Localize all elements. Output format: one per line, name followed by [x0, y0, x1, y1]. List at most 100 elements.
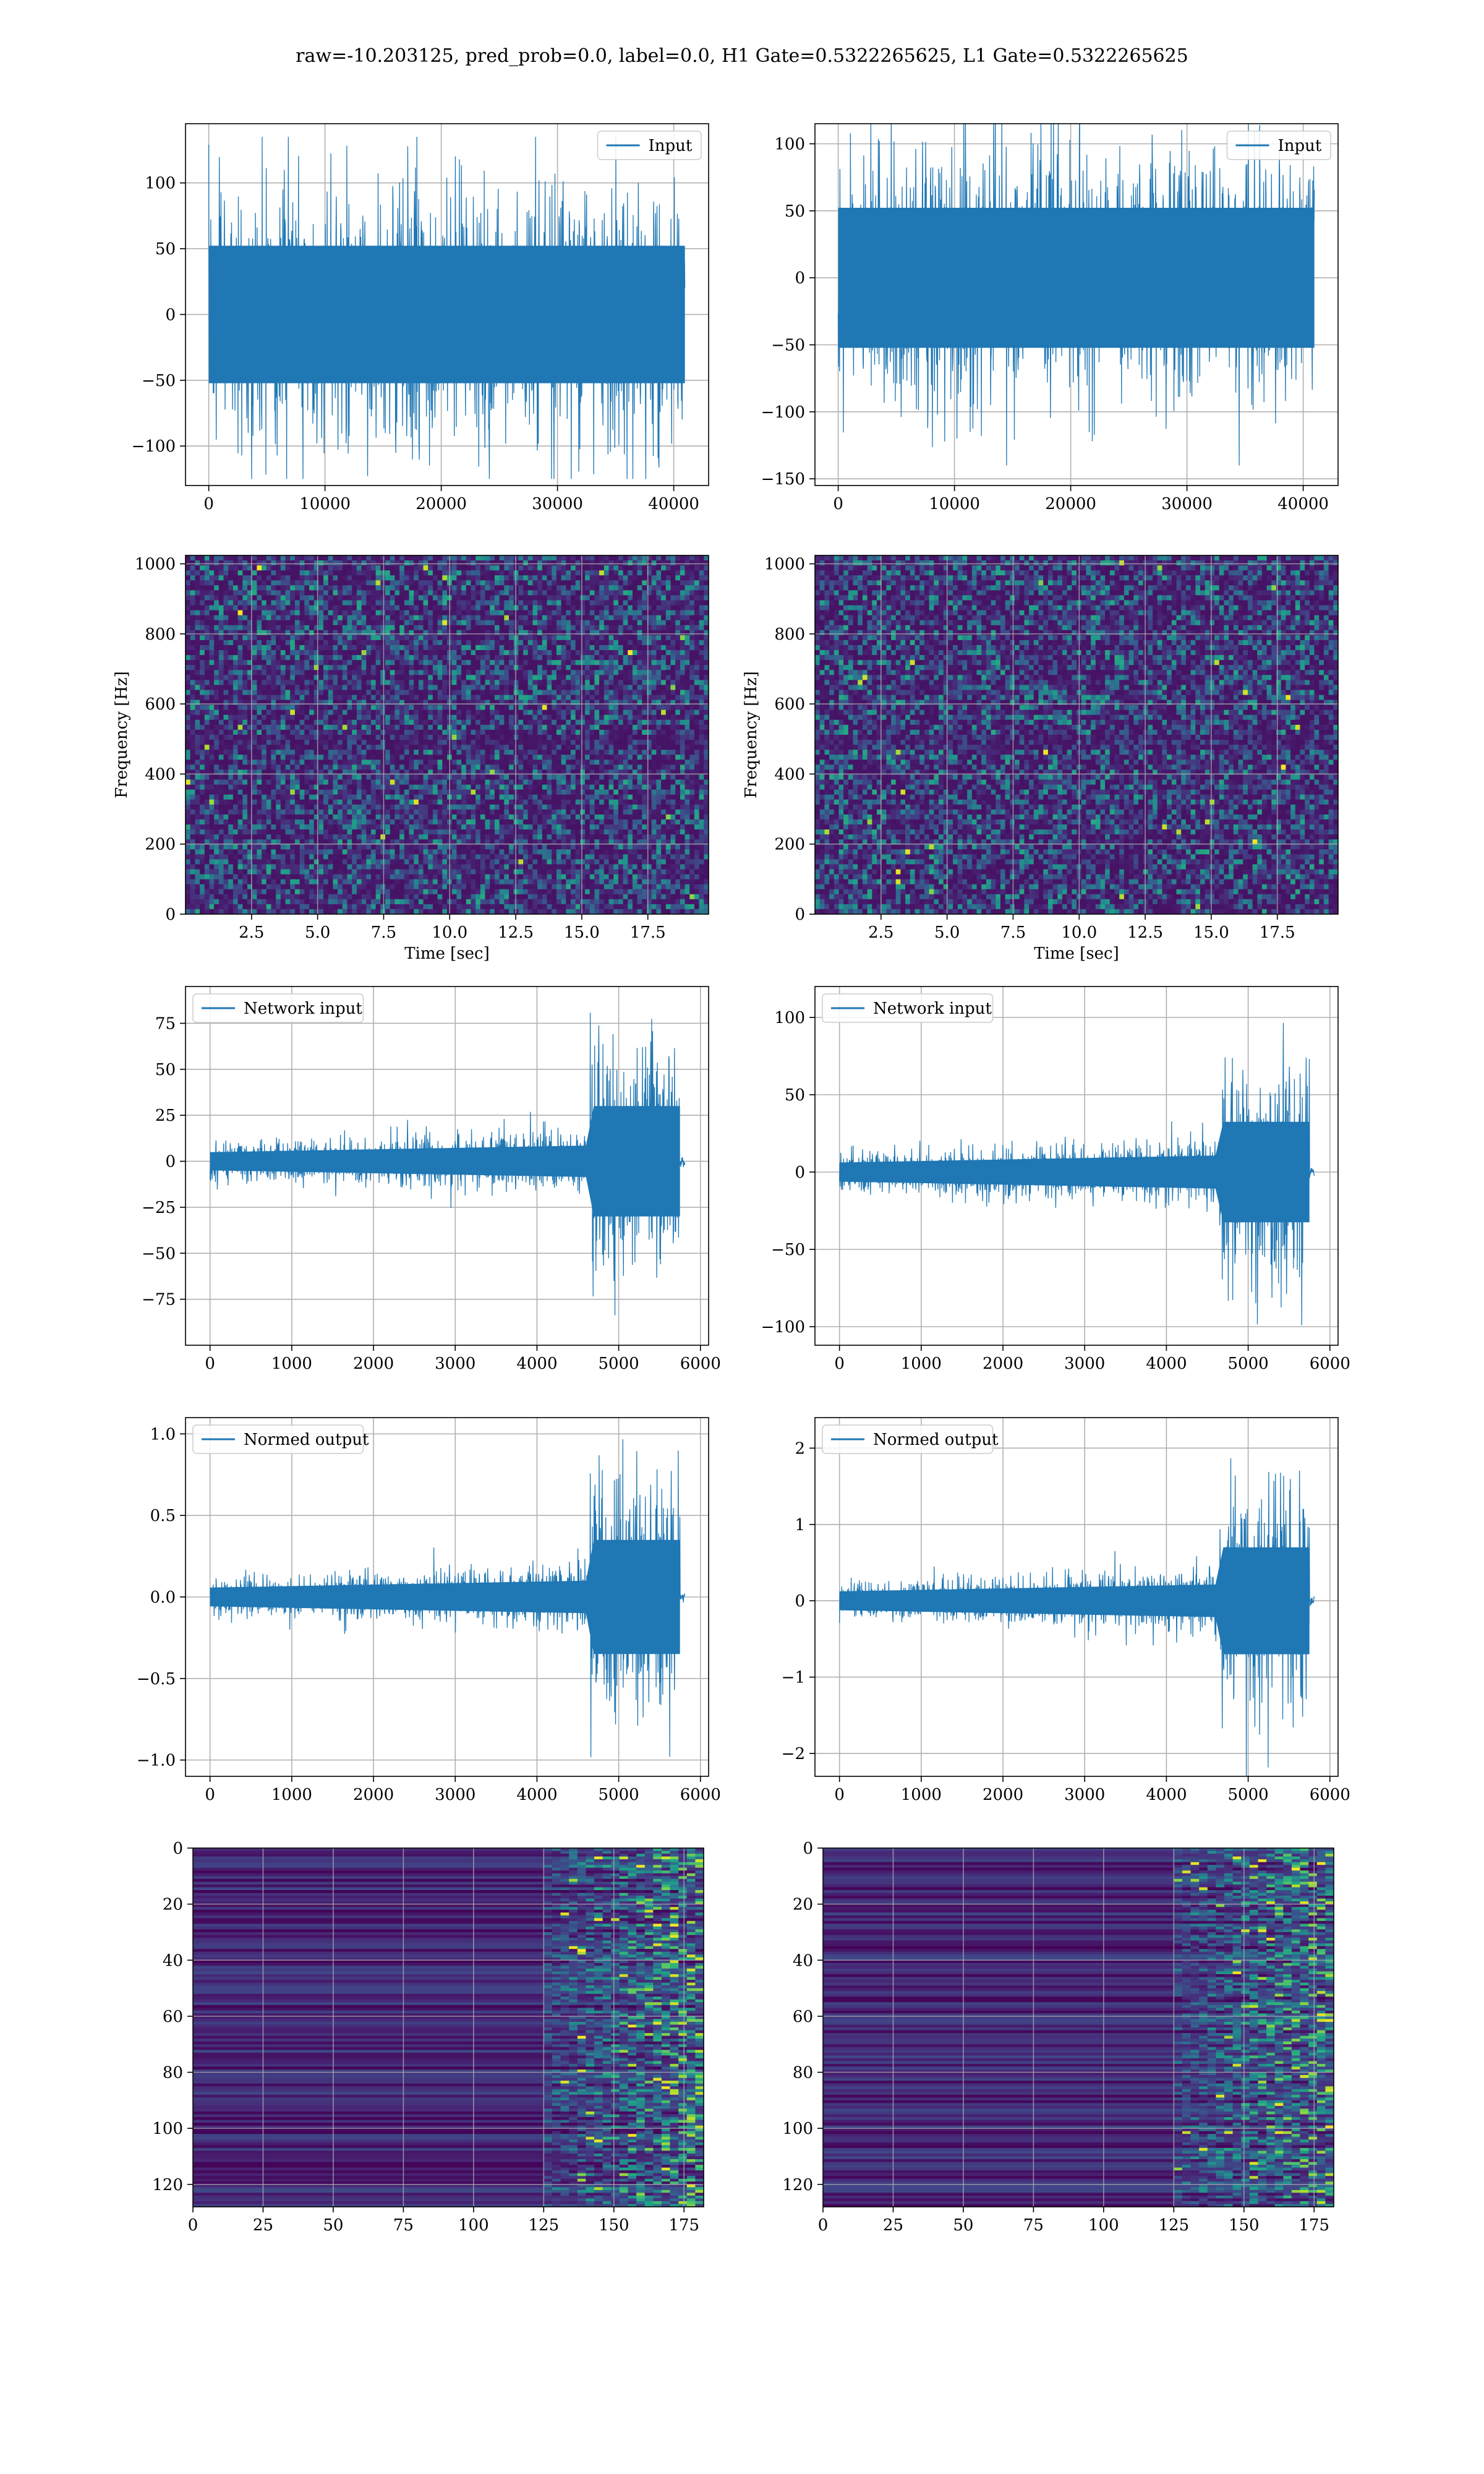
- heatmap-cell: [323, 704, 329, 711]
- heatmap-cell: [494, 635, 500, 641]
- heatmap-cell: [285, 729, 291, 735]
- heatmap-cell: [242, 745, 248, 750]
- heatmap-cell: [594, 630, 600, 636]
- heatmap-cell: [480, 570, 486, 576]
- heatmap-cell: [589, 760, 595, 765]
- heatmap-cell: [518, 774, 524, 781]
- heatmap-cell: [290, 769, 296, 776]
- heatmap-cell: [276, 600, 281, 606]
- heatmap-cell: [632, 675, 638, 680]
- heatmap-cell: [571, 735, 576, 740]
- heatmap-cell: [380, 565, 386, 571]
- heatmap-cell: [623, 735, 628, 740]
- heatmap-cell: [675, 704, 681, 711]
- heatmap-cell: [499, 655, 505, 661]
- heatmap-cell: [537, 590, 543, 596]
- heatmap-cell: [552, 560, 557, 566]
- heatmap-cell: [356, 560, 362, 566]
- heatmap-cell: [461, 625, 467, 631]
- heatmap-cell: [675, 740, 681, 745]
- heatmap-cell: [670, 615, 676, 621]
- heatmap-cell: [547, 590, 552, 596]
- heatmap-cell: [585, 580, 591, 586]
- heatmap-cell: [418, 660, 424, 666]
- heatmap-cell: [218, 655, 224, 661]
- heatmap-cell: [342, 685, 348, 691]
- heatmap-cell: [684, 645, 690, 651]
- heatmap-cell: [218, 555, 224, 561]
- heatmap-cell: [409, 774, 414, 781]
- heatmap-cell: [561, 555, 566, 561]
- heatmap-cell: [218, 610, 224, 616]
- heatmap-cell: [423, 565, 429, 571]
- heatmap-cell: [418, 704, 424, 711]
- heatmap-cell: [214, 685, 220, 691]
- heatmap-cell: [414, 729, 419, 735]
- heatmap-cell: [504, 745, 510, 750]
- heatmap-cell: [323, 695, 329, 701]
- heatmap-cell: [561, 580, 566, 586]
- heatmap-cell: [195, 595, 200, 601]
- heatmap-cell: [366, 645, 372, 651]
- heatmap-cell: [618, 595, 624, 601]
- heatmap-cell: [589, 719, 595, 726]
- heatmap-cell: [304, 560, 310, 566]
- heatmap-cell: [603, 760, 610, 765]
- heatmap-cell: [608, 660, 614, 666]
- heatmap-cell: [347, 625, 352, 631]
- heatmap-cell: [575, 560, 581, 566]
- heatmap-cell: [585, 750, 591, 755]
- heatmap-cell: [385, 704, 391, 711]
- heatmap-cell: [571, 670, 576, 675]
- heatmap-cell: [689, 700, 695, 706]
- heatmap-cell: [328, 764, 333, 770]
- heatmap-cell: [204, 774, 210, 781]
- heatmap-cell: [499, 700, 505, 706]
- heatmap-cell: [637, 724, 642, 730]
- heatmap-cell: [613, 690, 619, 696]
- heatmap-cell: [670, 670, 676, 675]
- heatmap-cell: [451, 735, 457, 740]
- heatmap-cell: [428, 745, 433, 750]
- heatmap-cell: [204, 555, 210, 561]
- heatmap-cell: [257, 555, 262, 561]
- heatmap-cell: [509, 745, 514, 750]
- heatmap-cell: [394, 680, 400, 686]
- heatmap-cell: [704, 714, 709, 721]
- heatmap-cell: [232, 700, 239, 706]
- heatmap-cell: [257, 675, 262, 680]
- heatmap-cell: [404, 740, 410, 745]
- heatmap-cell: [228, 580, 234, 586]
- heatmap-cell: [399, 665, 405, 670]
- heatmap-cell: [532, 645, 538, 651]
- heatmap-cell: [466, 724, 472, 730]
- heatmap-cell: [461, 745, 467, 750]
- heatmap-cell: [294, 680, 301, 686]
- heatmap-cell: [471, 645, 476, 651]
- heatmap-cell: [675, 745, 681, 750]
- heatmap-cell: [623, 620, 628, 626]
- heatmap-cell: [632, 695, 638, 701]
- heatmap-cell: [552, 729, 557, 735]
- heatmap-cell: [575, 615, 581, 621]
- heatmap-cell: [218, 700, 224, 706]
- heatmap-cell: [494, 704, 500, 711]
- heatmap-cell: [684, 719, 690, 726]
- heatmap-cell: [504, 585, 510, 591]
- heatmap-cell: [575, 665, 581, 670]
- heatmap-cell: [618, 700, 624, 706]
- heatmap-cell: [370, 695, 377, 701]
- heatmap-cell: [552, 680, 557, 686]
- heatmap-cell: [675, 630, 681, 636]
- heatmap-cell: [665, 690, 672, 696]
- heatmap-cell: [257, 769, 262, 776]
- heatmap-cell: [323, 700, 329, 706]
- heatmap-cell: [204, 750, 210, 755]
- heatmap-cell: [575, 695, 581, 701]
- heatmap-cell: [480, 750, 486, 755]
- heatmap-cell: [399, 760, 405, 765]
- heatmap-cell: [527, 680, 533, 686]
- heatmap-cell: [451, 590, 457, 596]
- heatmap-cell: [290, 655, 296, 661]
- heatmap-cell: [342, 670, 348, 675]
